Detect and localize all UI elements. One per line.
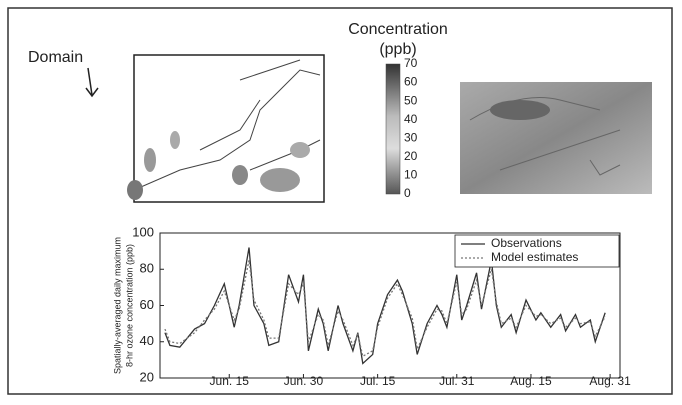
y-tick-label: 20 [140, 369, 154, 384]
legend-label: Model estimates [491, 250, 578, 264]
y-axis-label: 8-hr ozone concentration (ppb) [124, 244, 134, 367]
y-tick-label: 100 [132, 224, 154, 239]
colorbar-tick-label: 50 [404, 93, 418, 107]
x-tick-label: Jun. 15 [210, 374, 250, 388]
x-tick-label: Jul. 31 [439, 374, 475, 388]
x-tick-label: Aug. 31 [589, 374, 631, 388]
domain-arrow [86, 68, 98, 96]
colorbar-tick-label: 70 [404, 56, 418, 70]
colorbar-tick-label: 60 [404, 75, 418, 89]
x-tick-label: Jun. 30 [284, 374, 324, 388]
colorbar-tick-label: 20 [404, 149, 418, 163]
y-tick-label: 40 [140, 333, 154, 348]
colorbar-tick-label: 0 [404, 186, 411, 200]
figure-border [8, 8, 672, 394]
y-tick-label: 60 [140, 297, 154, 312]
series-line [165, 260, 605, 356]
legend-label: Observations [491, 236, 562, 250]
x-tick-label: Aug. 15 [510, 374, 552, 388]
y-tick-label: 80 [140, 261, 154, 276]
domain-map [127, 55, 324, 202]
x-tick-label: Jul. 15 [360, 374, 396, 388]
y-axis-label: Spatially-averaged daily maximum [112, 237, 122, 374]
colorbar-tick-label: 30 [404, 130, 418, 144]
colorbar [386, 64, 400, 194]
colorbar-title: Concentration [348, 21, 448, 38]
domain-label: Domain [28, 49, 83, 66]
colorbar-tick-label: 10 [404, 168, 418, 182]
concentration-map [460, 82, 652, 194]
figure: Domain Concentration (ppb) 0102030405060… [0, 0, 682, 400]
colorbar-tick-label: 40 [404, 112, 418, 126]
